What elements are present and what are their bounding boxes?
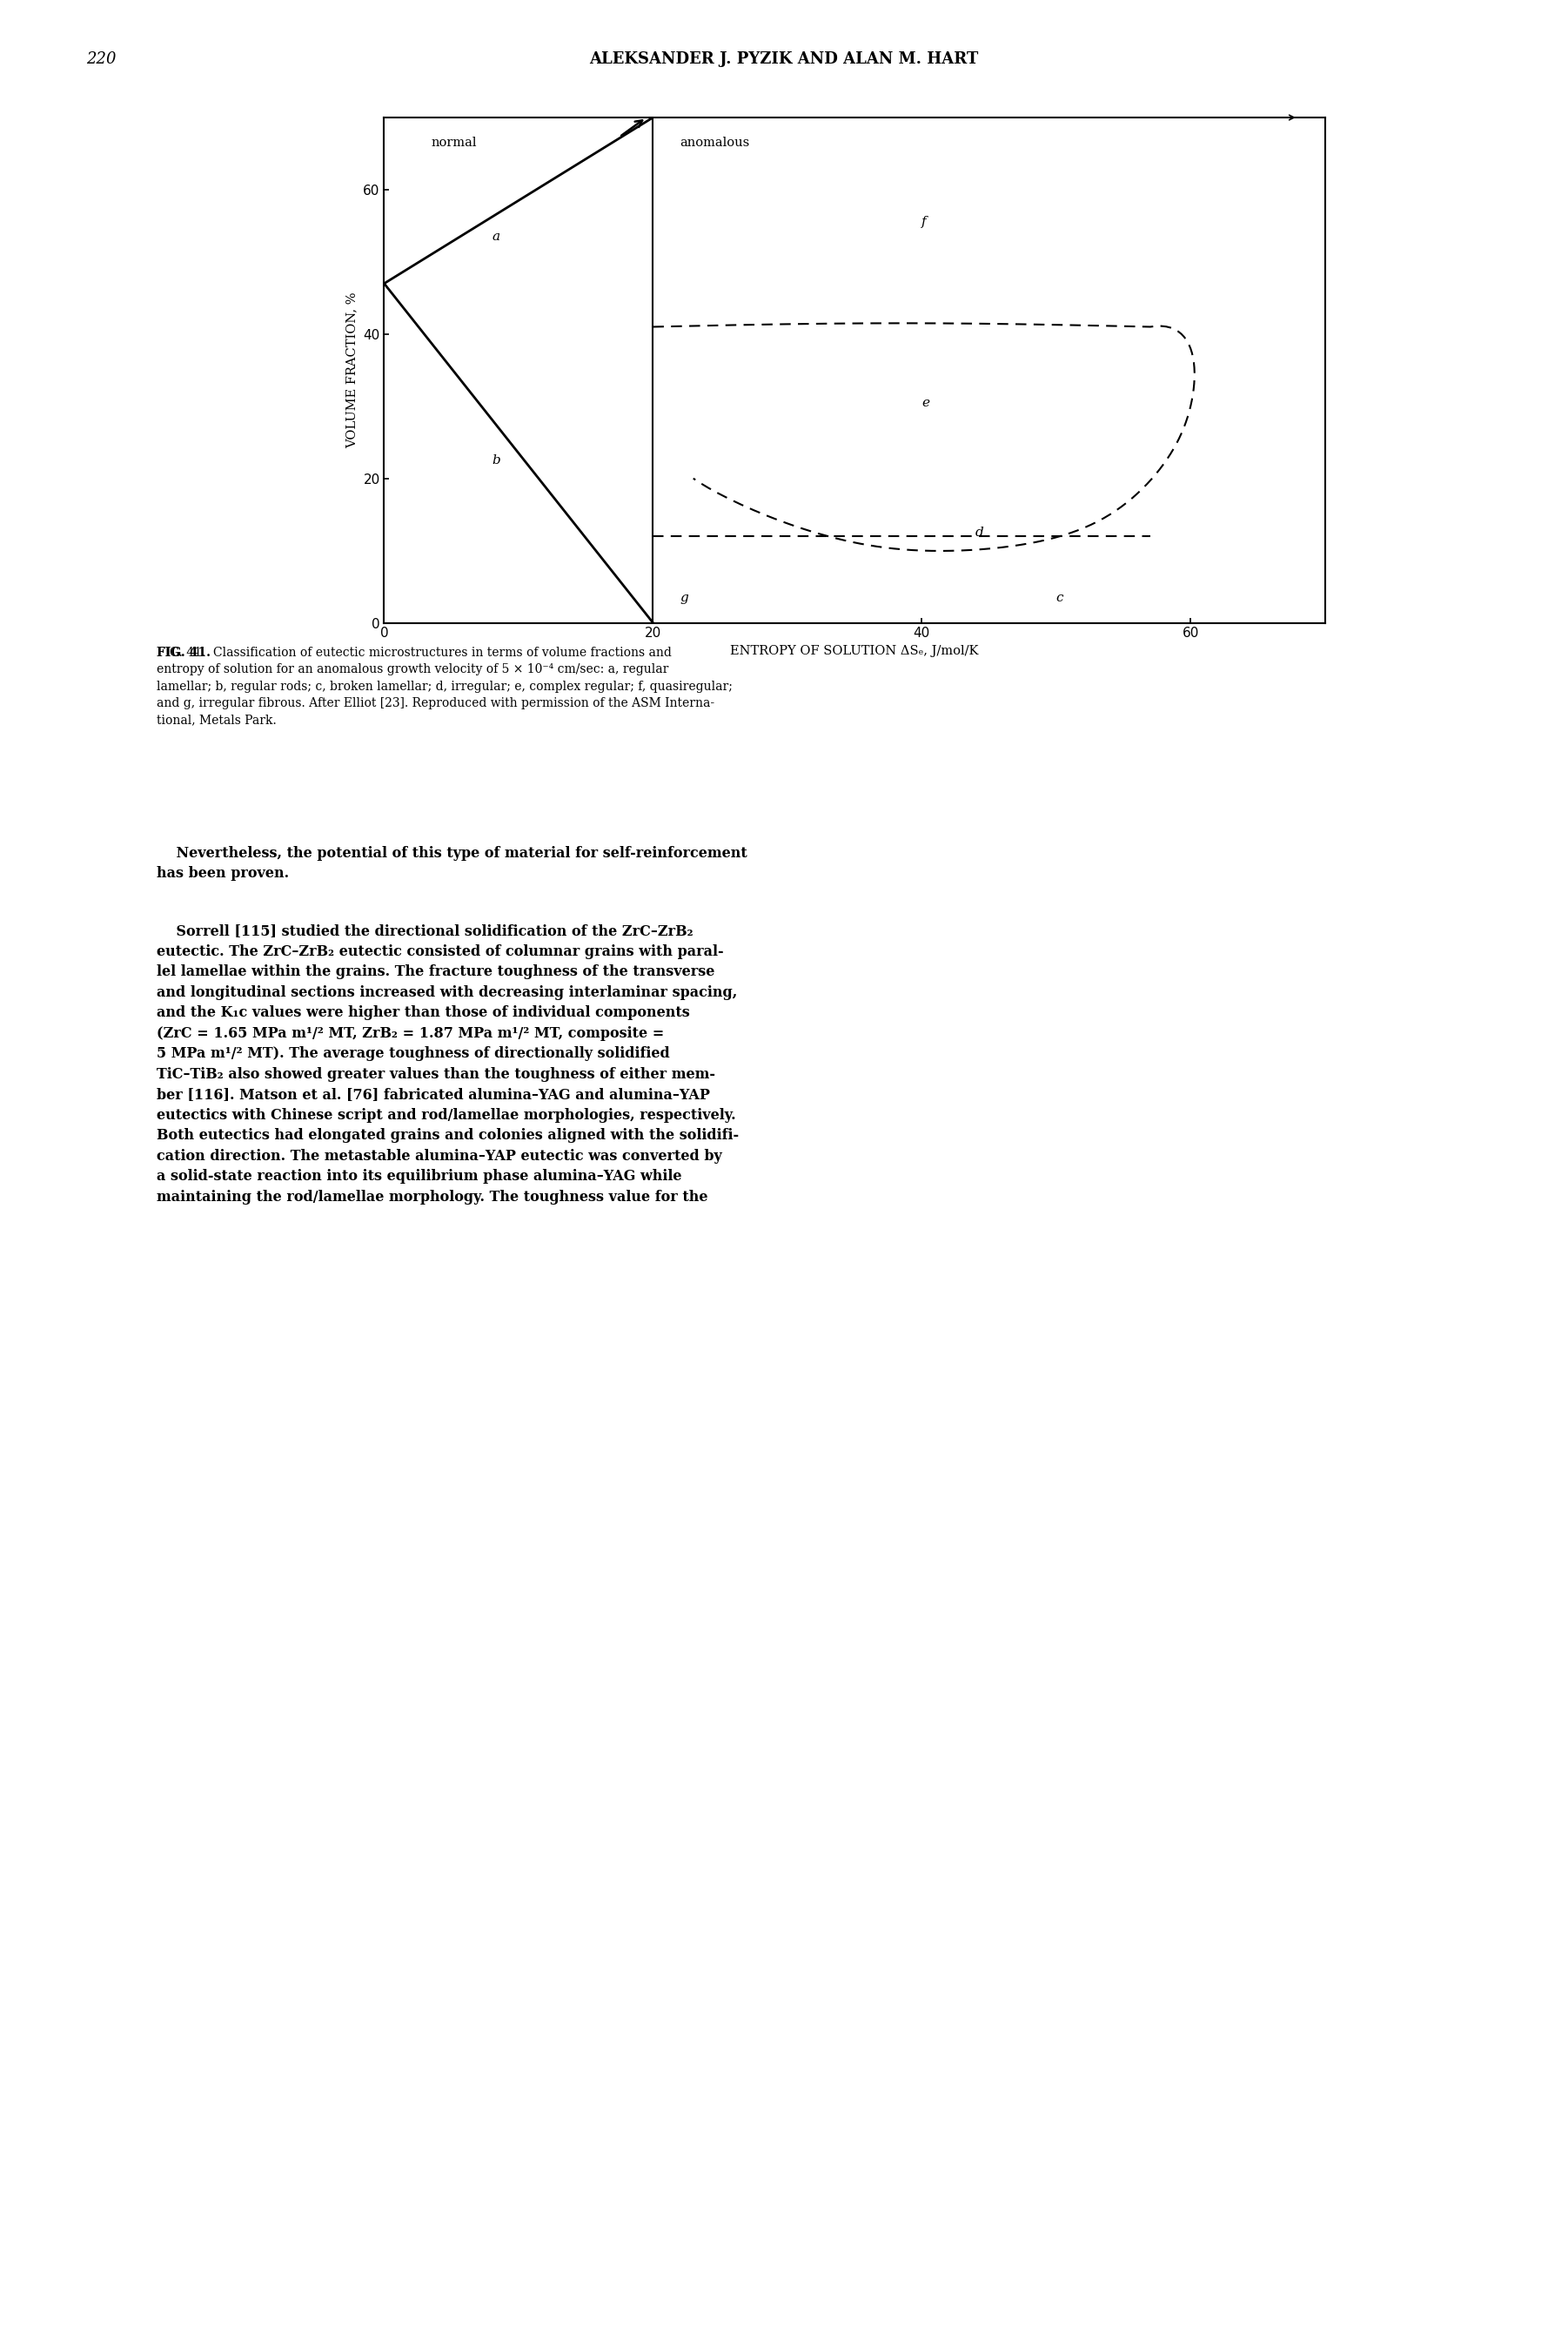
Text: c: c xyxy=(1057,592,1063,604)
Text: e: e xyxy=(922,397,930,409)
Text: Nevertheless, the potential of this type of material for self-reinforcement
has : Nevertheless, the potential of this type… xyxy=(157,846,748,881)
Text: b: b xyxy=(492,454,500,468)
Text: f: f xyxy=(922,216,927,228)
Text: a: a xyxy=(492,230,500,242)
Text: anomalous: anomalous xyxy=(681,136,750,148)
Text: d: d xyxy=(975,526,985,538)
Text: Sorrell [115] studied the directional solidification of the ZrC–ZrB₂
eutectic. T: Sorrell [115] studied the directional so… xyxy=(157,924,739,1203)
Text: FIG. 41.: FIG. 41. xyxy=(157,646,220,658)
Y-axis label: VOLUME FRACTION, %: VOLUME FRACTION, % xyxy=(347,291,358,449)
Text: FIG. 41.  Classification of eutectic microstructures in terms of volume fraction: FIG. 41. Classification of eutectic micr… xyxy=(157,646,732,726)
X-axis label: ENTROPY OF SOLUTION ΔSₑ, J/mol/K: ENTROPY OF SOLUTION ΔSₑ, J/mol/K xyxy=(731,644,978,658)
Text: ALEKSANDER J. PYZIK AND ALAN M. HART: ALEKSANDER J. PYZIK AND ALAN M. HART xyxy=(590,52,978,68)
Text: g: g xyxy=(681,592,688,604)
Text: 220: 220 xyxy=(86,52,116,68)
Text: normal: normal xyxy=(431,136,477,148)
